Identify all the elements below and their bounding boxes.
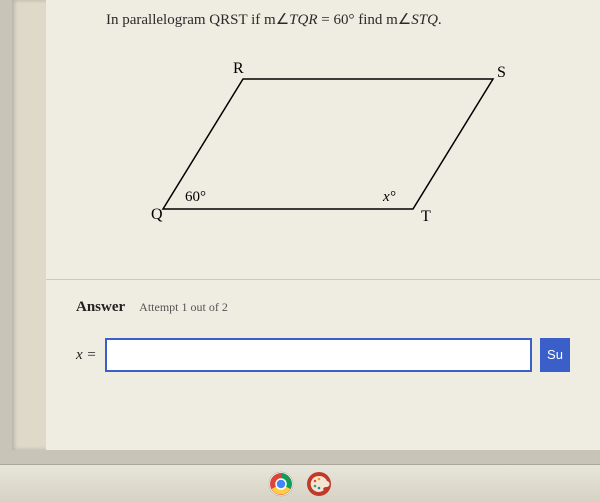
submit-button[interactable]: Su <box>540 338 570 372</box>
parallelogram-diagram: Q R S T 60° x° <box>113 49 533 249</box>
answer-label: Answer <box>76 299 125 315</box>
answer-header-row: Answer Attempt 1 out of 2 <box>76 298 570 316</box>
page-viewport: In parallelogram QRST if m∠TQR = 60° fin… <box>12 0 600 450</box>
vertex-t: T <box>421 208 431 225</box>
x-equals-label: x = <box>76 347 97 364</box>
vertex-s: S <box>497 64 506 81</box>
attempt-text: Attempt 1 out of 2 <box>139 300 228 314</box>
vertex-r: R <box>233 60 244 77</box>
palette-icon[interactable] <box>306 471 332 497</box>
answer-input[interactable] <box>105 338 532 372</box>
answer-input-row: x = Su <box>76 338 570 372</box>
vertex-q: Q <box>151 206 163 223</box>
q-suffix: . <box>438 12 442 28</box>
answer-section: Answer Attempt 1 out of 2 x = Su <box>46 279 600 372</box>
chrome-icon[interactable] <box>268 471 294 497</box>
taskbar <box>0 464 600 502</box>
q-mid: = 60° find m∠ <box>317 12 411 28</box>
q-angle1: TQR <box>289 12 317 28</box>
parallelogram-shape <box>163 79 493 209</box>
diagram-svg: Q R S T 60° x° <box>113 49 533 249</box>
q-angle2: STQ <box>411 12 438 28</box>
q-prefix: In parallelogram QRST if m∠ <box>106 12 289 28</box>
question-text: In parallelogram QRST if m∠TQR = 60° fin… <box>46 10 600 29</box>
angle-t-label: x° <box>382 189 396 205</box>
angle-q-label: 60° <box>185 189 206 205</box>
content-panel: In parallelogram QRST if m∠TQR = 60° fin… <box>46 0 600 450</box>
